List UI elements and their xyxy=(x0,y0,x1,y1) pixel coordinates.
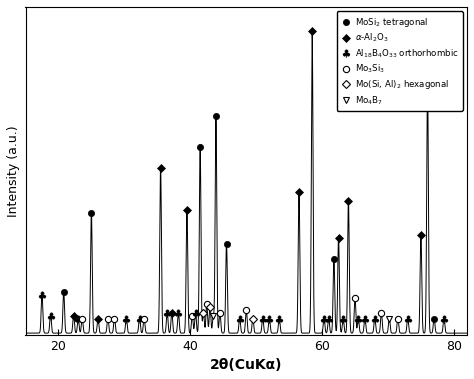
X-axis label: 2θ(CuKα): 2θ(CuKα) xyxy=(210,358,283,372)
Legend: MoSi$_2$ tetragonal, $\alpha$-Al$_2$O$_3$, Al$_{18}$B$_4$O$_{33}$ orthorhombic, : MoSi$_2$ tetragonal, $\alpha$-Al$_2$O$_3… xyxy=(337,11,463,111)
Y-axis label: Intensity (a.u.): Intensity (a.u.) xyxy=(7,125,20,217)
